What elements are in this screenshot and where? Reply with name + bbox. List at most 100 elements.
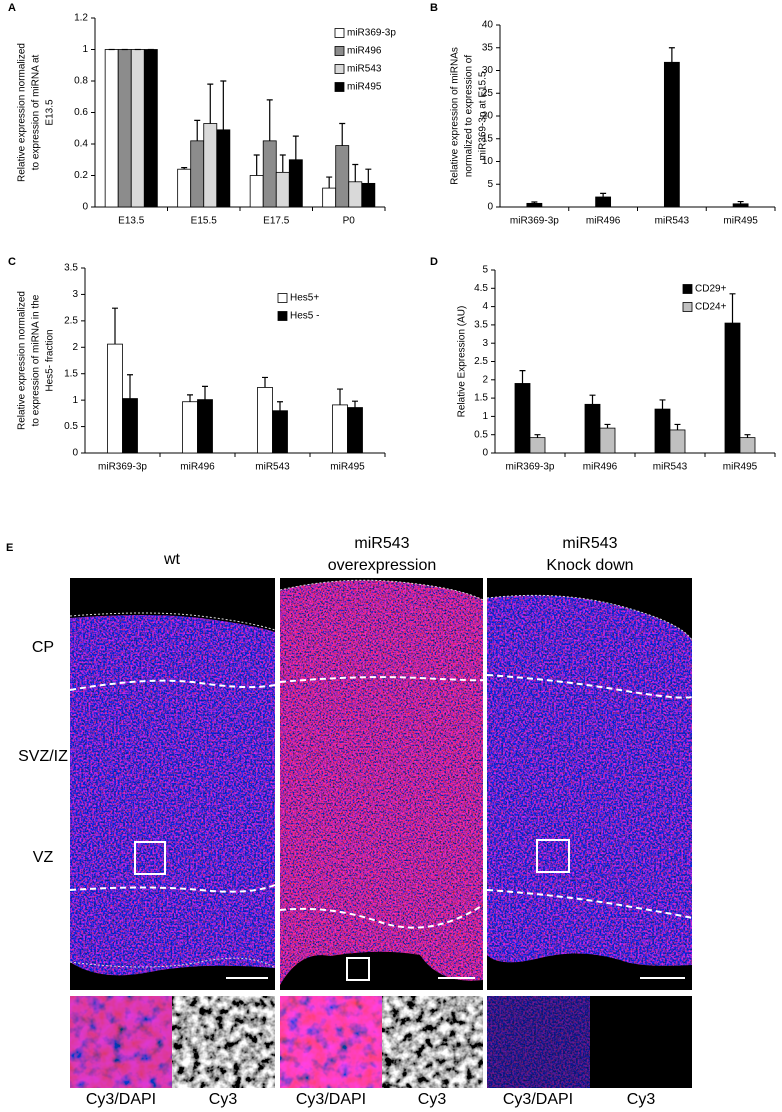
y-tick-label: 3 (72, 289, 78, 300)
y-tick-label: 0.8 (74, 76, 88, 87)
bar (190, 140, 205, 208)
roi-boxes (134, 839, 570, 981)
error-bar (604, 423, 611, 429)
x-tick-label: miR369-3p (510, 216, 559, 227)
y-tick-label: 1.5 (64, 368, 78, 379)
legend-label: miR496 (347, 46, 382, 57)
y-tick-label: 4.5 (474, 283, 488, 294)
y-tick-label: 0.5 (474, 429, 488, 440)
error-bar (729, 293, 736, 324)
error-bar (531, 201, 538, 204)
error-bar (589, 394, 596, 405)
bar (332, 404, 348, 454)
error-bar (352, 400, 358, 408)
inset (280, 996, 382, 1088)
y-tick-label: 2.5 (474, 356, 488, 367)
y-tick-label: 20 (482, 111, 494, 122)
row-label: SVZ/IZ (18, 748, 68, 765)
x-tick-label: miR495 (330, 462, 365, 473)
bar (272, 410, 288, 454)
tissue (487, 595, 692, 966)
bar (654, 408, 671, 454)
legend-swatch (682, 302, 693, 312)
column-title: miR543 (562, 535, 617, 552)
y-tick-label: 1.2 (74, 13, 88, 24)
column-title: Knock down (546, 557, 633, 574)
legend-label: miR369-3p (347, 28, 396, 39)
column-title: overexpression (328, 557, 437, 574)
x-tick-label: E17.5 (263, 216, 290, 227)
x-tick-label: E15.5 (191, 216, 218, 227)
error-bar (337, 388, 343, 405)
y-tick-label: 0 (72, 448, 78, 459)
error-bar (207, 83, 214, 124)
legend-swatch (277, 293, 288, 303)
inset (590, 996, 692, 1088)
x-tick-label: miR495 (723, 462, 758, 473)
y-tick-label: 2 (482, 374, 488, 385)
y-tick-label: 1 (482, 411, 488, 422)
y-tick-label: 0.6 (74, 107, 88, 118)
bar (262, 140, 277, 208)
y-tick-label: 1.5 (474, 393, 488, 404)
error-bar (519, 370, 526, 384)
error-bar (365, 168, 372, 184)
x-tick-label: P0 (343, 216, 356, 227)
y-tick-label: 35 (482, 42, 494, 53)
x-tick-label: miR496 (583, 462, 618, 473)
bar (107, 343, 123, 454)
error-bar (181, 167, 188, 170)
y-axis-label: E13.5 (45, 99, 56, 126)
y-tick-label: 1 (72, 395, 78, 406)
edges (69, 579, 693, 969)
legend-label: miR495 (347, 82, 382, 93)
error-bar (534, 434, 541, 438)
bar (347, 407, 363, 454)
legend-label: Hes5 - (290, 311, 319, 322)
bar (514, 383, 531, 454)
bar (122, 398, 138, 454)
inset-label: Cy3/DAPI (503, 1091, 573, 1108)
column-title: wt (163, 551, 181, 568)
bar (177, 168, 192, 208)
error-bar (220, 80, 227, 130)
bar (663, 61, 680, 208)
y-tick-label: 2.5 (64, 315, 78, 326)
y-tick-label: 3.5 (474, 320, 488, 331)
inset-label: Cy3/DAPI (296, 1091, 366, 1108)
legend-swatch (334, 28, 345, 38)
legend-label: miR543 (347, 64, 382, 75)
bar (117, 49, 132, 208)
legend-label: CD24+ (695, 302, 727, 313)
y-tick-label: 40 (482, 20, 494, 31)
bar (249, 175, 264, 208)
x-tick-label: miR543 (653, 462, 688, 473)
bar (275, 171, 290, 208)
y-tick-label: 0.5 (64, 421, 78, 432)
panel-label: D (430, 256, 438, 268)
y-tick-label: 2 (72, 342, 78, 353)
bar (529, 437, 546, 454)
error-bar (187, 394, 193, 402)
y-tick-label: 0 (482, 448, 488, 459)
error-bar (202, 385, 208, 400)
error-bar (600, 192, 607, 197)
bar (669, 429, 686, 454)
bar (335, 145, 350, 208)
x-tick-label: miR495 (723, 216, 758, 227)
x-tick-label: miR496 (586, 216, 621, 227)
column-title: miR543 (354, 535, 409, 552)
error-bar (266, 99, 273, 141)
y-tick-label: 15 (482, 133, 494, 144)
bar (348, 181, 363, 208)
error-bar (674, 423, 681, 430)
bar (197, 399, 213, 454)
x-tick-label: E13.5 (118, 216, 145, 227)
y-tick-label: 25 (482, 88, 494, 99)
y-tick-label: 5 (482, 265, 488, 276)
y-axis-label: normalized to expression of (464, 55, 475, 178)
inset (172, 996, 275, 1088)
x-tick-label: miR543 (655, 216, 690, 227)
bar (104, 49, 119, 208)
inset-label: Cy3 (418, 1091, 447, 1108)
